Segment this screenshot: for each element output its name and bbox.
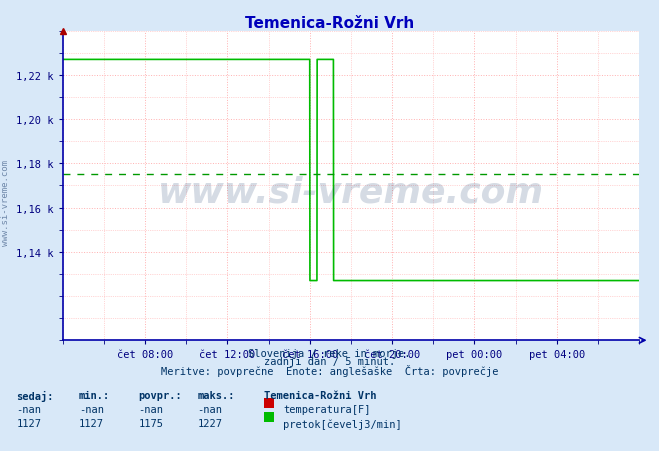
Text: 1127: 1127 [16, 419, 42, 428]
Text: temperatura[F]: temperatura[F] [283, 405, 371, 414]
Text: Meritve: povprečne  Enote: anglešaške  Črta: povprečje: Meritve: povprečne Enote: anglešaške Črt… [161, 364, 498, 377]
Text: Slovenija / reke in morje.: Slovenija / reke in morje. [248, 348, 411, 358]
Text: -nan: -nan [16, 405, 42, 414]
Text: www.si-vreme.com: www.si-vreme.com [1, 160, 10, 246]
Text: -nan: -nan [79, 405, 104, 414]
Text: min.:: min.: [79, 390, 110, 400]
Text: -nan: -nan [138, 405, 163, 414]
Text: sedaj:: sedaj: [16, 390, 54, 401]
Text: maks.:: maks.: [198, 390, 235, 400]
Text: Temenica-Rožni Vrh: Temenica-Rožni Vrh [264, 390, 376, 400]
Text: 1175: 1175 [138, 419, 163, 428]
Text: zadnji dan / 5 minut.: zadnji dan / 5 minut. [264, 356, 395, 366]
Text: povpr.:: povpr.: [138, 390, 182, 400]
Text: pretok[čevelj3/min]: pretok[čevelj3/min] [283, 419, 402, 429]
Text: Temenica-Rožni Vrh: Temenica-Rožni Vrh [245, 16, 414, 31]
Text: -nan: -nan [198, 405, 223, 414]
Text: 1227: 1227 [198, 419, 223, 428]
Text: www.si-vreme.com: www.si-vreme.com [158, 175, 544, 209]
Text: 1127: 1127 [79, 419, 104, 428]
